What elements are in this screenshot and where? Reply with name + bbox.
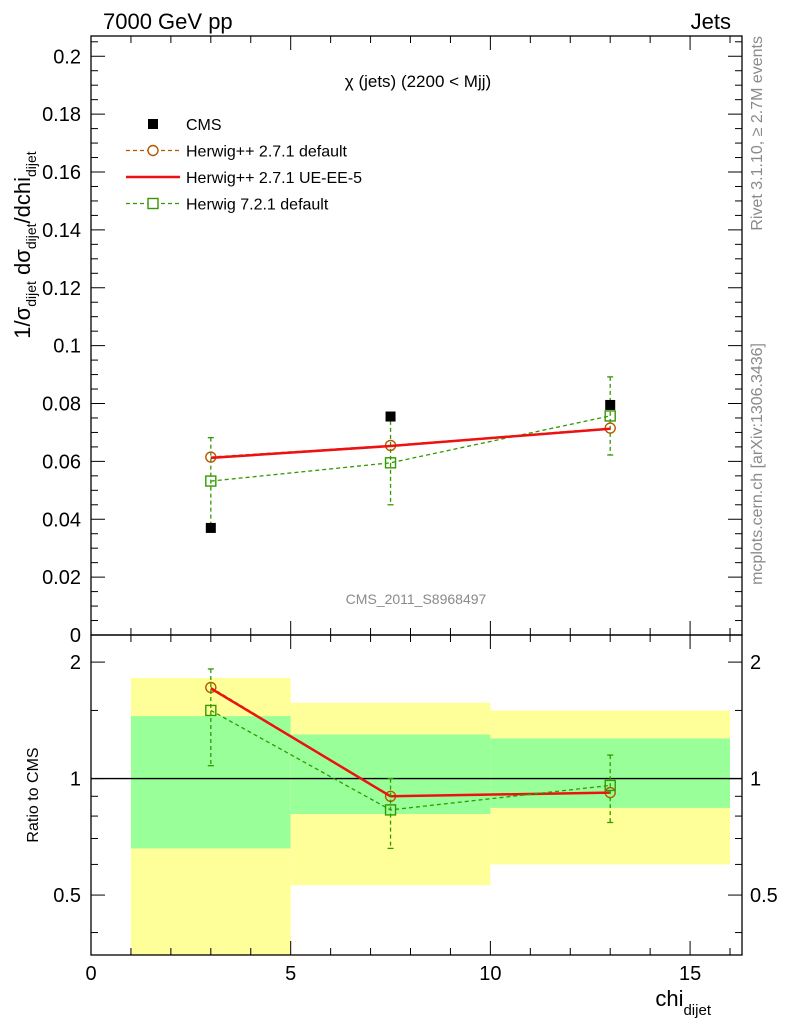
series-2-point	[384, 457, 397, 469]
y-tick-label: 0.04	[42, 509, 81, 531]
header-right: Jets	[691, 9, 731, 34]
axis-ticks: 0 5 10 15 0 0.02 0.04 0.06 0.08 0.1 0.12 0.14 0.16 0.…	[42, 36, 778, 985]
ratio-frame	[90, 634, 743, 956]
ratio-series-2-point	[604, 779, 616, 792]
legend-marker-1	[147, 144, 159, 157]
analysis-watermark: CMS_2011_S8968497	[346, 591, 487, 607]
mcplots-label: mcplots.cern.ch [arXiv:1306.3436]	[749, 343, 766, 585]
ratio-series	[205, 668, 616, 850]
ratio-y-tick-label: 0.5	[53, 885, 81, 907]
ratio-series-2-point	[384, 804, 397, 816]
rivet-label: Rivet 3.1.10, ≥ 2.7M events	[749, 36, 766, 231]
y-tick-label: 0.14	[42, 220, 81, 242]
legend-label-2: Herwig++ 2.7.1 UE-EE-5	[186, 170, 362, 187]
plot-title: χ (jets) (2200 < Mjj)	[345, 72, 491, 91]
y-tick-label: 0.02	[42, 567, 81, 589]
plot-frames	[90, 35, 743, 956]
ratio-y-tick-label-right: 0.5	[750, 885, 778, 907]
ratio-y-tick-label: 1	[70, 769, 81, 791]
series-2-point	[604, 410, 616, 422]
legend-label-1: Herwig++ 2.7.1 default	[186, 144, 348, 161]
ratio-y-tick-label: 2	[70, 652, 81, 674]
y-tick-label: 0.08	[42, 394, 81, 416]
y-tick-label: 0.06	[42, 451, 81, 473]
x-tick-label: 0	[85, 963, 96, 985]
band-green-2	[490, 738, 731, 808]
legend-label-3: Herwig 7.2.1 default	[186, 197, 329, 214]
series-2-point	[205, 475, 217, 487]
legend-marker-cms	[148, 119, 158, 129]
ratio-bands	[91, 677, 742, 955]
x-axis-label: chidijet	[655, 986, 711, 1019]
band-green-0	[130, 716, 291, 849]
y-tick-label: 0.2	[53, 46, 81, 68]
ratio-y-tick-label-right: 1	[750, 769, 761, 791]
legend: CMS Herwig++ 2.7.1 default Herwig++ 2.7.1 …	[126, 117, 362, 214]
ratio-y-axis-label: Ratio to CMS	[25, 747, 42, 842]
cms-data-point	[205, 522, 216, 533]
header-left: 7000 GeV pp	[103, 9, 233, 34]
ratio-y-tick-label-right: 2	[750, 652, 761, 674]
cms-data-point	[605, 399, 616, 410]
x-tick-label: 5	[285, 963, 296, 985]
legend-marker-3	[147, 197, 159, 210]
x-tick-label: 15	[679, 963, 701, 985]
series-1-line	[210, 427, 611, 460]
y-axis-label: 1/σdijet dσdijet/dchidijet	[10, 151, 39, 339]
y-tick-label: 0.16	[42, 162, 81, 184]
cms-data-point	[385, 411, 396, 422]
y-tick-label: 0.18	[42, 104, 81, 126]
legend-label-0: CMS	[186, 117, 222, 134]
x-tick-label: 10	[479, 963, 501, 985]
y-tick-label: 0.1	[53, 336, 81, 358]
series-2-line	[210, 415, 611, 482]
main-series	[205, 376, 616, 533]
ratio-series-2-point	[205, 704, 217, 717]
y-tick-label: 0.12	[42, 278, 81, 300]
y-tick-label: 0	[70, 625, 81, 647]
